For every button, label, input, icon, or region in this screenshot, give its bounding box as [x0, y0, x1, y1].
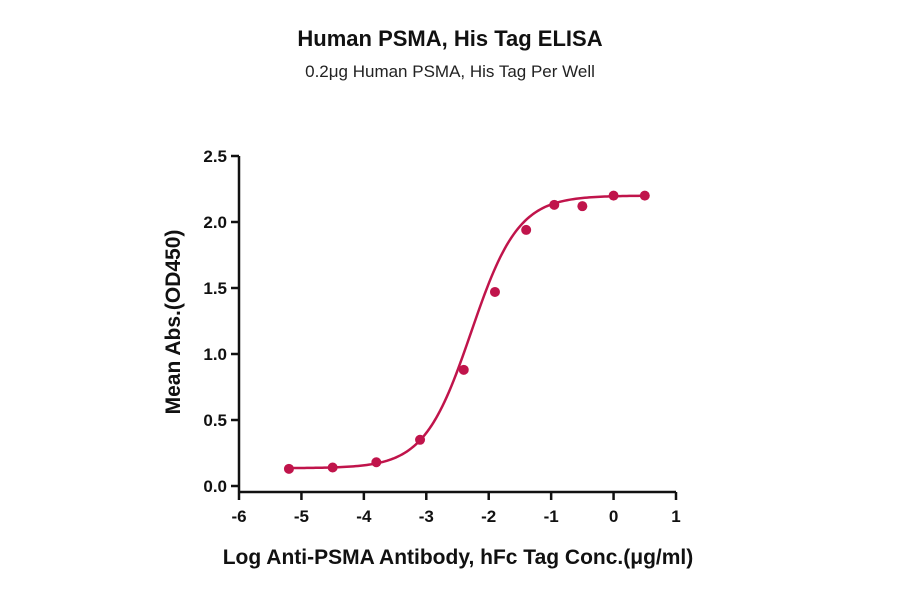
data-point	[283, 463, 294, 474]
chart-title: Human PSMA, His Tag ELISA	[297, 26, 603, 51]
y-tick-label: 2.5	[203, 147, 227, 166]
x-tick-label: -3	[419, 507, 434, 526]
y-tick-label: 0.5	[203, 411, 227, 430]
data-point	[521, 224, 532, 235]
y-tick-label: 0.0	[203, 477, 227, 496]
data-point	[608, 190, 619, 201]
data-point	[415, 434, 426, 445]
x-axis-title: Log Anti-PSMA Antibody, hFc Tag Conc.(μg…	[223, 546, 694, 569]
data-point	[489, 286, 500, 297]
y-axis-title: Mean Abs.(OD450)	[162, 230, 185, 415]
x-tick-label: -6	[231, 507, 246, 526]
x-tick-label: -4	[356, 507, 372, 526]
data-point	[327, 462, 338, 473]
y-tick-label: 2.0	[203, 213, 227, 232]
x-tick-label: 1	[671, 507, 680, 526]
y-tick-label: 1.5	[203, 279, 227, 298]
fit-curve	[288, 194, 645, 470]
data-point	[458, 364, 469, 375]
x-tick-label: -5	[294, 507, 309, 526]
data-point	[577, 201, 588, 212]
x-tick-label: 0	[609, 507, 618, 526]
fit-curve-layer	[288, 194, 645, 470]
data-point	[371, 457, 382, 468]
x-tick-label: -1	[544, 507, 559, 526]
data-points-layer	[283, 190, 650, 474]
data-point	[639, 190, 650, 201]
axes: 0.0 0.5 1.0 1.5 2.0 2.5 -6 -5 -4 -3 -2 -1 0 1	[203, 147, 680, 526]
data-point	[549, 199, 560, 210]
y-tick-label: 1.0	[203, 345, 227, 364]
x-tick-label: -2	[481, 507, 496, 526]
chart-subtitle: 0.2μg Human PSMA, His Tag Per Well	[305, 62, 595, 81]
